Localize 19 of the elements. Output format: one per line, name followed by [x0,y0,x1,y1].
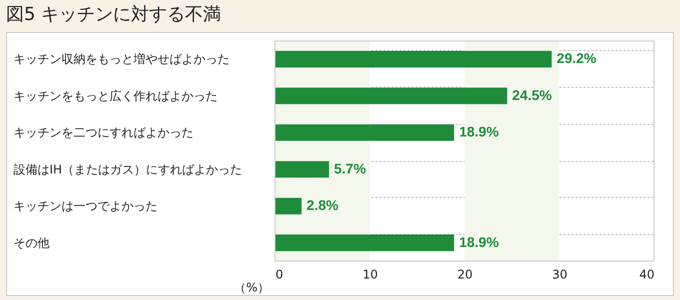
y-tick-label: キッチン収納をもっと増やせばよかった [14,52,230,66]
x-tick-label: 30 [552,268,568,282]
x-tick-label: 10 [362,268,378,282]
data-label: 18.9% [459,124,500,140]
y-tick-label: その他 [14,236,50,250]
data-label: 2.8% [306,197,339,214]
y-tick-label: キッチンをもっと広く作ればよかった [14,88,218,103]
data-label: 29.2% [556,50,597,66]
data-label: 18.9% [459,234,500,250]
y-tick-label: 設備はIH（またはガス）にすればよかった [14,162,242,176]
text: 図5 キッチンに対する不満 [5,3,222,27]
data-label: 24.5% [512,86,552,103]
data-label: 5.7% [334,160,366,176]
x-tick-label: 0 [276,268,284,282]
x-tick-label: 40 [639,268,654,282]
x-axis-title: （%） [234,280,270,294]
y-tick-label: キッチンは一つでよかった [14,199,158,214]
x-tick-label: 20 [457,268,473,282]
y-tick-label: キッチンを二つにすればよかった [14,126,194,140]
